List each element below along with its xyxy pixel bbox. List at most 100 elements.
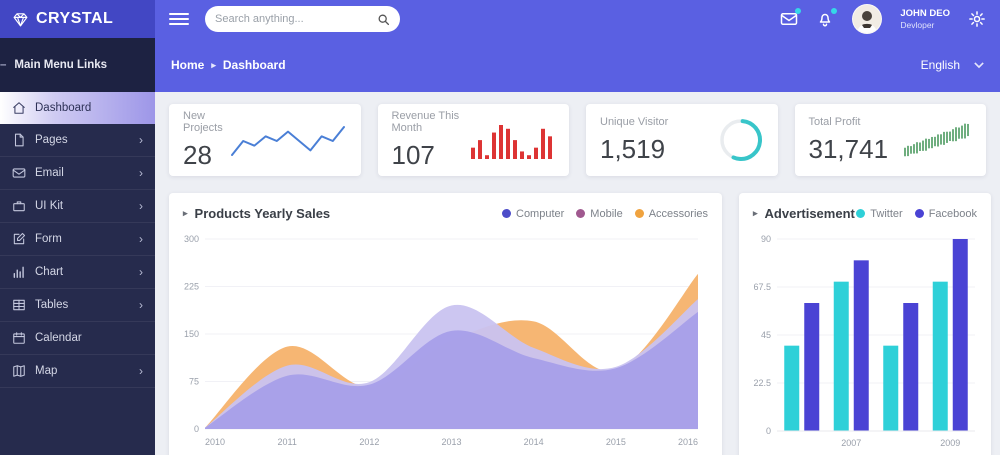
home-icon	[12, 101, 26, 115]
sidebar-item-map[interactable]: Map ›	[0, 355, 155, 388]
file-icon	[12, 133, 26, 147]
topbar: JOHN DEO Devloper	[155, 0, 1000, 38]
stat-card-new-projects: New Projects 28	[169, 104, 361, 176]
svg-text:2010: 2010	[205, 437, 225, 447]
stat-card-revenue: Revenue This Month 107	[377, 104, 569, 176]
svg-text:150: 150	[184, 329, 199, 339]
svg-text:2016: 2016	[678, 437, 698, 447]
stat-label: Total Profit	[808, 115, 861, 128]
legend-dot	[502, 209, 511, 218]
chevron-right-icon: ›	[139, 166, 143, 180]
sidebar-item-email[interactable]: Email ›	[0, 157, 155, 190]
language-selector[interactable]: English	[921, 58, 984, 72]
stat-label: Unique Visitor	[600, 115, 669, 128]
search-input[interactable]	[215, 13, 377, 25]
svg-text:225: 225	[184, 282, 199, 292]
chevron-down-icon	[974, 62, 984, 69]
svg-text:2015: 2015	[606, 437, 626, 447]
sidebar-item-tables[interactable]: Tables ›	[0, 289, 155, 322]
chevron-right-icon: ›	[139, 298, 143, 312]
hamburger-menu-icon[interactable]	[169, 10, 189, 28]
revenue-sparkline	[471, 121, 555, 159]
breadcrumb-current: Dashboard	[222, 58, 286, 72]
legend-dot	[914, 209, 924, 218]
chart-title: ▸ Products Yearly Sales	[183, 206, 331, 221]
svg-text:0: 0	[194, 424, 199, 434]
user-info[interactable]: JOHN DEO Devloper	[900, 8, 950, 31]
legend-item-twitter[interactable]: Twitter	[856, 208, 903, 220]
svg-text:2013: 2013	[441, 437, 461, 447]
mail-icon	[12, 166, 26, 180]
legend-item-facebook[interactable]: Facebook	[914, 208, 977, 220]
mail-icon[interactable]	[780, 8, 802, 28]
user-avatar[interactable]	[852, 4, 883, 34]
header: JOHN DEO Devloper Home ▸ Dashboard Engli…	[155, 0, 1000, 92]
total-profit-sparkline	[902, 121, 972, 159]
sidebar-item-label: Tables	[35, 299, 69, 311]
legend-item-mobile[interactable]: Mobile	[576, 208, 623, 220]
search-icon[interactable]	[377, 13, 390, 26]
sidebar-item-form[interactable]: Form ›	[0, 223, 155, 256]
bar-chart-body: 0 22.5 45 67.5 90 2007 2009	[739, 227, 991, 455]
calendar-icon	[12, 331, 26, 345]
legend-item-accessories[interactable]: Accessories	[634, 208, 708, 220]
svg-text:0: 0	[766, 426, 771, 436]
topbar-right: JOHN DEO Devloper	[780, 4, 986, 34]
notifications-badge	[831, 8, 838, 14]
svg-text:2012: 2012	[359, 437, 379, 447]
breadcrumb-home-link[interactable]: Home	[171, 58, 205, 72]
unique-visitor-donut	[718, 117, 764, 163]
chart-icon	[12, 265, 26, 279]
svg-text:2014: 2014	[524, 437, 544, 447]
sidebar-item-label: Map	[35, 365, 58, 377]
products-yearly-sales-card: ▸ Products Yearly Sales Computer Mobile Ac…	[169, 193, 722, 455]
sidebar-item-label: Email	[35, 167, 64, 179]
sidebar-item-ui-kit[interactable]: UI Kit ›	[0, 190, 155, 223]
notifications-bell-icon[interactable]	[816, 8, 838, 28]
language-label: English	[920, 58, 960, 72]
stat-value: 107	[391, 139, 435, 170]
dash-decoration: –	[0, 59, 7, 71]
legend-item-computer[interactable]: Computer	[502, 208, 564, 220]
sidebar-item-chart[interactable]: Chart ›	[0, 256, 155, 289]
map-icon	[12, 364, 26, 378]
table-icon	[12, 298, 26, 312]
sidebar-item-label: Calendar	[35, 332, 82, 344]
stat-label: Revenue This Month	[391, 109, 460, 134]
stat-label: New Projects	[183, 109, 223, 134]
sidebar: CRYSTAL – Main Menu Links Dashboard Pages…	[0, 0, 155, 455]
brand-name: CRYSTAL	[36, 10, 114, 27]
sidebar-item-label: Form	[35, 233, 62, 245]
svg-text:90: 90	[761, 234, 771, 244]
settings-gear-icon[interactable]	[968, 10, 986, 28]
legend-dot	[856, 209, 866, 218]
chevron-right-icon: ›	[139, 364, 143, 378]
charts-row: ▸ Products Yearly Sales Computer Mobile Ac…	[169, 193, 991, 455]
brand-logo[interactable]: CRYSTAL	[0, 0, 155, 38]
stat-value: 1,519	[600, 133, 666, 164]
breadcrumb-bar: Home ▸ Dashboard English	[155, 38, 1000, 92]
gem-icon	[12, 11, 29, 28]
sidebar-item-label: Pages	[35, 134, 68, 146]
chevron-right-icon: ›	[139, 199, 143, 213]
edit-icon	[12, 232, 26, 246]
area-chart-body: 0 75 150 225 300 2010 2011 2012 2013 2014 2015 2016	[169, 227, 722, 455]
chevron-right-icon: ›	[139, 265, 143, 279]
sidebar-item-pages[interactable]: Pages ›	[0, 124, 155, 157]
sidebar-item-label: Chart	[35, 266, 64, 278]
breadcrumb-separator-icon: ▸	[211, 59, 216, 70]
sidebar-item-label: Dashboard	[35, 102, 92, 114]
sidebar-item-calendar[interactable]: Calendar	[0, 322, 155, 355]
new-projects-sparkline	[229, 120, 347, 160]
stats-row: New Projects 28 Revenue This Month 107 U…	[169, 104, 986, 176]
chevron-right-icon: ›	[139, 133, 143, 147]
sidebar-item-dashboard[interactable]: Dashboard	[0, 92, 155, 124]
stat-value: 28	[183, 139, 212, 170]
stat-card-unique-visitor: Unique Visitor 1,519	[586, 104, 778, 176]
sidebar-menu: Dashboard Pages › Email › UI Kit › Form › Chart › T…	[0, 92, 155, 455]
advertisement-card: ▸ Advertisement Twitter Facebook 0 22.5 45 6…	[739, 193, 991, 455]
page-content: New Projects 28 Revenue This Month 107 U…	[155, 92, 1000, 455]
chart-legend: Twitter Facebook	[856, 208, 977, 220]
stat-value: 31,741	[808, 133, 889, 164]
